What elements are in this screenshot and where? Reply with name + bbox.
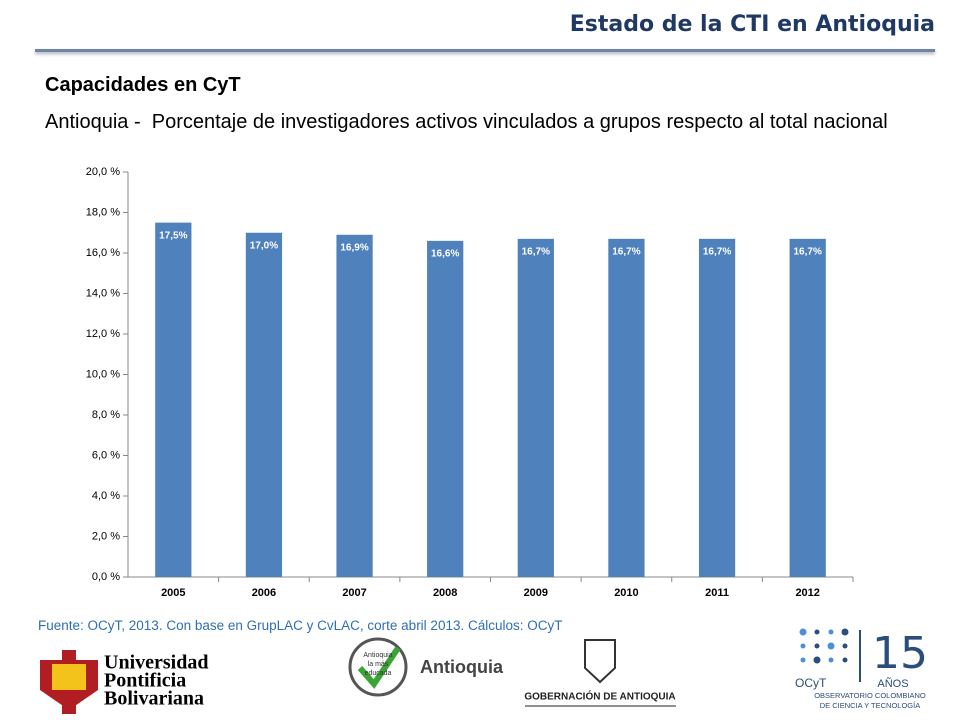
upb-name: Universidad (104, 652, 208, 674)
data-label: 16,6% (431, 248, 459, 259)
chart-title: Antioquia - Porcentaje de investigadores… (45, 111, 888, 133)
y-tick-label: 10,0 % (86, 368, 120, 380)
x-tick-label: 2008 (433, 587, 457, 599)
anniversary-text: AÑOS (877, 677, 908, 690)
upb-shield-inner (52, 664, 86, 690)
seal-ring (348, 637, 408, 697)
gobernacion-name: GOBERNACIÓN DE ANTIOQUIA (524, 690, 675, 703)
y-tick-label: 16,0 % (86, 247, 120, 259)
y-tick-label: 0,0 % (92, 571, 120, 583)
upb-name: Bolivariana (104, 688, 204, 710)
bar (608, 238, 645, 577)
y-tick-label: 18,0 % (86, 206, 120, 218)
y-tick-label: 8,0 % (92, 409, 120, 421)
anniversary-number: 15 (872, 628, 928, 679)
ocyt-name: OBSERVATORIO COLOMBIANO (814, 691, 926, 700)
x-tick-label: 2006 (252, 587, 276, 599)
ocyt-name: DE CIENCIA Y TECNOLOGÍA (820, 701, 920, 710)
data-label: 16,7% (522, 246, 550, 257)
data-label: 17,5% (159, 230, 187, 241)
ocyt-wordmark: OCyT (795, 676, 827, 690)
upb-logo: Universidad Pontificia Bolivariana (40, 650, 208, 714)
x-tick-label: 2005 (161, 587, 185, 599)
y-tick-label: 4,0 % (92, 490, 120, 502)
ocyt-dot (841, 628, 849, 636)
x-tick-label: 2009 (524, 587, 548, 599)
header-rule (35, 49, 935, 52)
ocyt-dot (800, 643, 806, 649)
bar (245, 232, 283, 577)
bar (789, 238, 826, 577)
bar (336, 234, 373, 577)
seal-text: la más (368, 661, 389, 668)
ocyt-dot (799, 628, 807, 636)
x-tick-label: 2007 (342, 587, 366, 599)
gob-shield (584, 639, 616, 684)
bar (155, 222, 192, 577)
ocyt-dot (800, 657, 806, 663)
antioquia-wordmark: Antioquia (420, 657, 504, 677)
ocyt-dot (814, 629, 820, 635)
x-tick-label: 2012 (795, 587, 819, 599)
upb-name: Pontificia (104, 670, 186, 692)
y-tick-label: 20,0 % (86, 166, 120, 178)
source-note: Fuente: OCyT, 2013. Con base en GrupLAC … (38, 618, 563, 633)
ocyt-dot (814, 643, 820, 649)
bar (427, 240, 464, 577)
seal-text: Antioquia (363, 652, 392, 659)
seal-text: educada (365, 670, 392, 677)
data-label: 16,9% (340, 242, 368, 253)
data-label: 16,7% (794, 246, 822, 257)
ocyt-dot (828, 629, 834, 635)
x-tick-label: 2011 (705, 587, 729, 599)
ocyt-dot (827, 642, 835, 650)
x-tick-label: 2010 (614, 587, 638, 599)
data-label: 16,7% (703, 246, 731, 257)
y-tick-label: 14,0 % (86, 287, 120, 299)
ocyt-dot (813, 656, 821, 664)
ocyt-logo: OCyT 15 AÑOS OBSERVATORIO COLOMBIANO DE … (795, 628, 928, 710)
bar (517, 238, 554, 577)
section-title: Capacidades en CyT (45, 74, 241, 96)
data-label: 16,7% (612, 246, 640, 257)
slide-header: Estado de la CTI en Antioquia (569, 12, 935, 37)
ocyt-dot (828, 657, 834, 663)
gobernacion-logo: GOBERNACIÓN DE ANTIOQUIA (524, 639, 676, 707)
ocyt-dot (842, 657, 848, 663)
y-tick-label: 2,0 % (92, 530, 120, 542)
data-label: 17,0% (250, 240, 278, 251)
bar (698, 238, 736, 577)
y-tick-label: 6,0 % (92, 449, 120, 461)
ocyt-dot (842, 643, 848, 649)
antioquia-logo: Antioquia la más educada Antioquia (348, 637, 504, 697)
y-tick-label: 12,0 % (86, 328, 120, 340)
seal-check (357, 646, 401, 689)
